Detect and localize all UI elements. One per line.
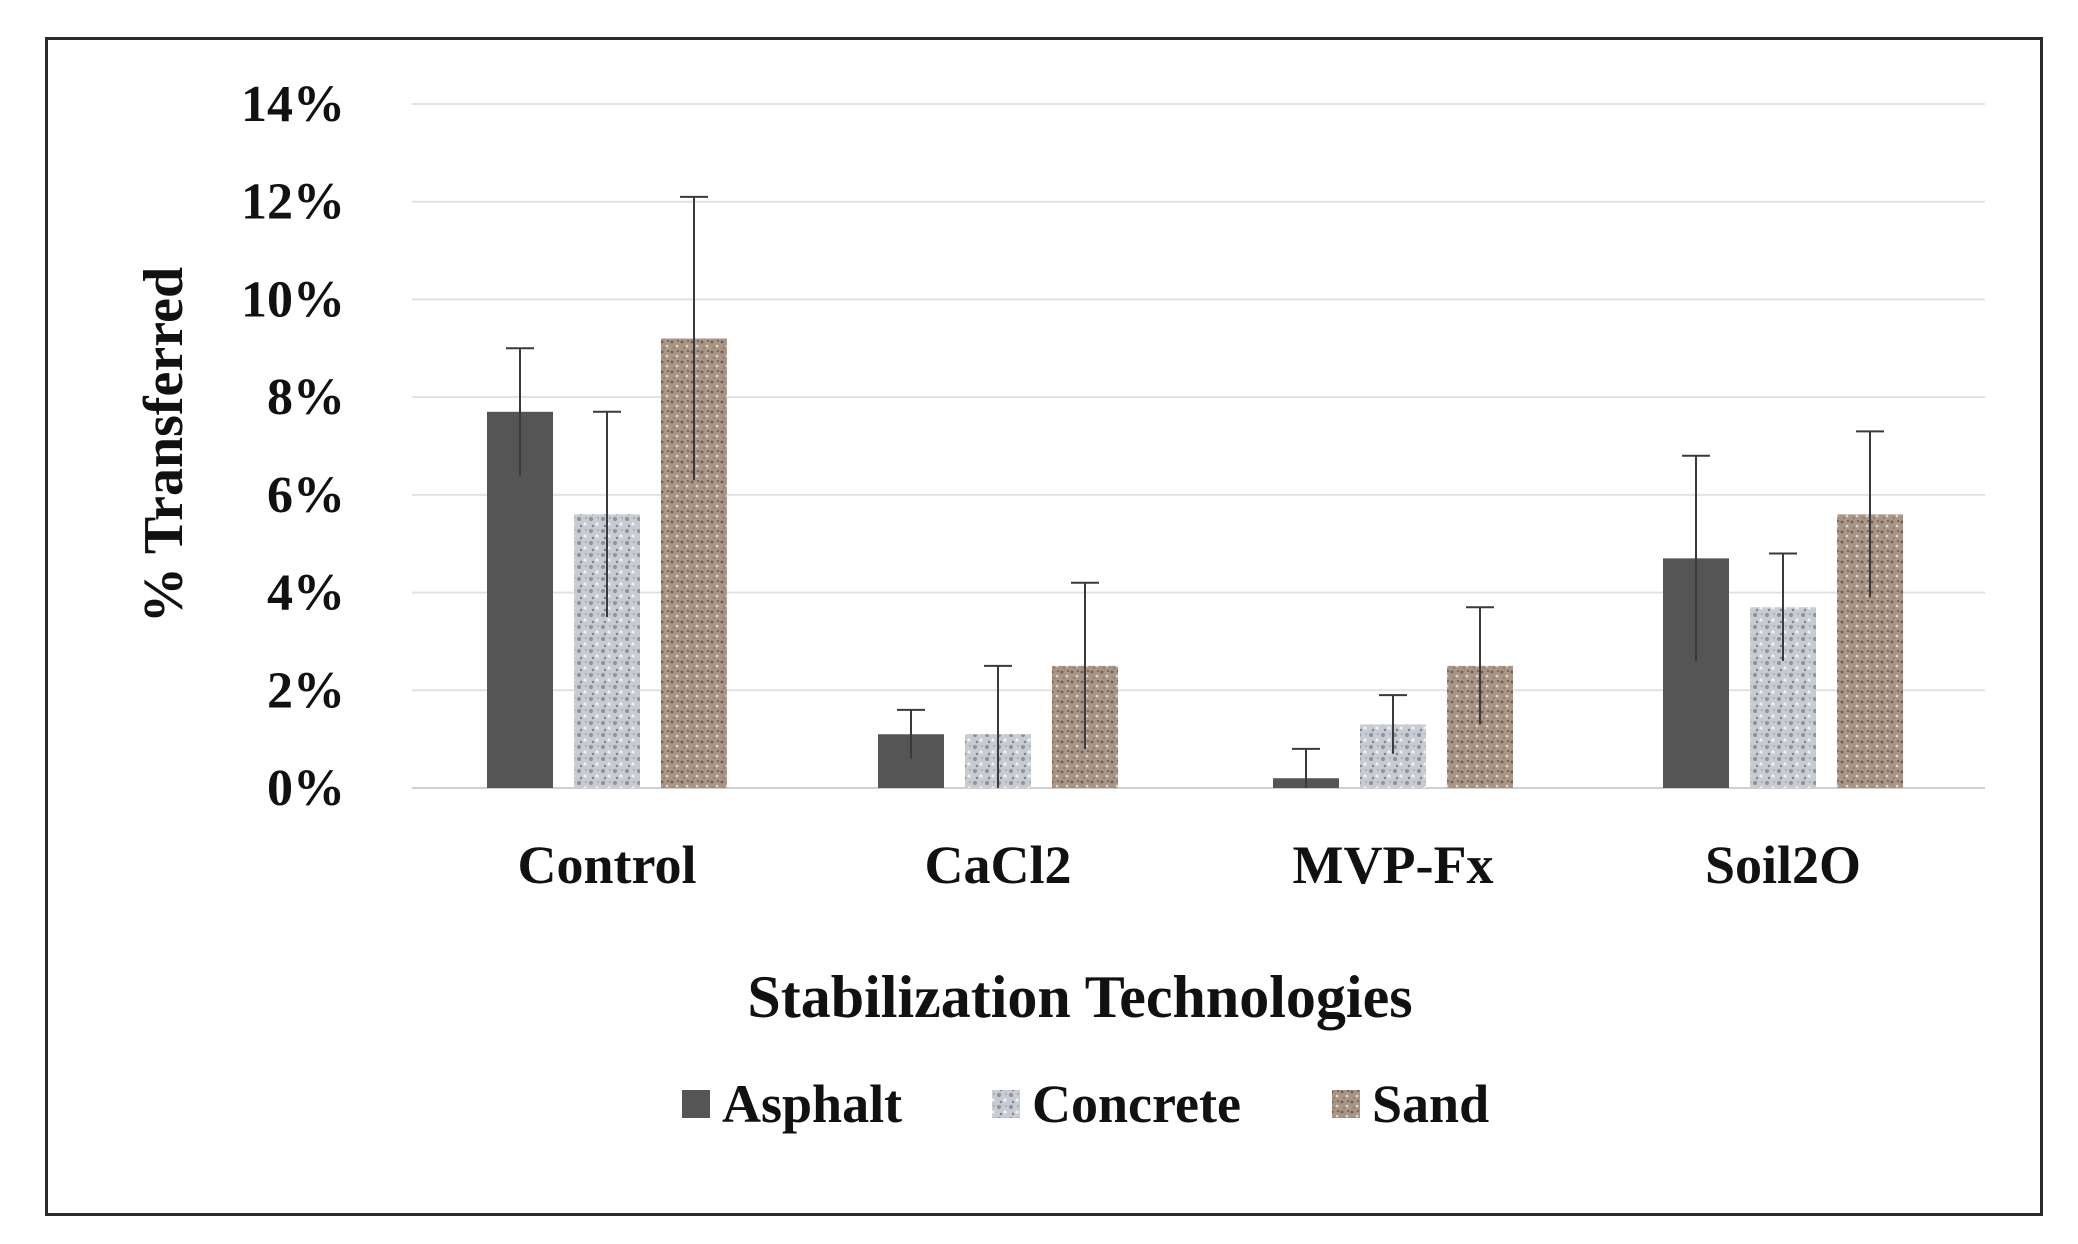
y-tick-label: 0%: [267, 760, 345, 817]
x-axis-label: Stabilization Technologies: [747, 964, 1412, 1030]
y-tick-label: 8%: [267, 369, 345, 426]
legend-label-asphalt: Asphalt: [722, 1074, 902, 1134]
legend-label-concrete: Concrete: [1032, 1074, 1241, 1134]
y-tick-label: 14%: [241, 76, 345, 133]
y-tick-label: 10%: [241, 271, 345, 328]
y-tick-label: 6%: [267, 467, 345, 524]
legend: Asphalt Concrete Sand: [682, 1074, 1489, 1134]
x-tick-label: Soil2O: [1705, 835, 1861, 895]
legend-swatch-asphalt: [682, 1090, 710, 1118]
y-axis-label: % Transferred: [133, 267, 195, 623]
y-tick-label: 2%: [267, 662, 345, 719]
x-tick-label: CaCl2: [925, 835, 1072, 895]
y-tick-label: 12%: [241, 174, 345, 231]
x-tick-label: Control: [517, 835, 696, 895]
x-tick-label: MVP-Fx: [1293, 835, 1494, 895]
y-tick-label: 4%: [267, 565, 345, 622]
legend-label-sand: Sand: [1372, 1074, 1489, 1134]
legend-swatch-sand: [1332, 1090, 1360, 1118]
legend-swatch-concrete: [992, 1090, 1020, 1118]
